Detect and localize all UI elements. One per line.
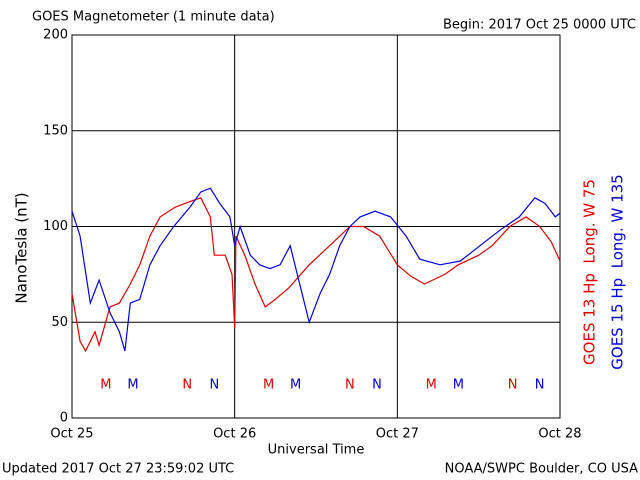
begin-label: Begin: 2017 Oct 25 0000 UTC — [443, 18, 636, 33]
y-tick-label: 200 — [43, 28, 68, 43]
time-marker: N — [345, 378, 355, 393]
time-marker: M — [426, 378, 437, 393]
x-tick-label: Oct 28 — [538, 427, 581, 442]
time-marker: N — [372, 378, 382, 393]
time-marker: M — [263, 378, 274, 393]
time-marker: M — [290, 378, 301, 393]
chart-title: GOES Magnetometer (1 minute data) — [32, 10, 275, 25]
time-marker: N — [182, 378, 192, 393]
updated-label: Updated 2017 Oct 27 23:59:02 UTC — [2, 462, 234, 477]
credit-label: NOAA/SWPC Boulder, CO USA — [445, 462, 638, 477]
legend-entry: GOES 13 Hp Long. W 75 — [581, 179, 599, 365]
y-tick-label: 150 — [43, 123, 68, 138]
x-tick-label: Oct 27 — [376, 427, 419, 442]
time-marker: N — [209, 378, 219, 393]
time-marker: M — [127, 378, 138, 393]
y-tick-label: 0 — [60, 411, 68, 426]
x-axis-label: Universal Time — [268, 443, 365, 458]
time-marker: N — [508, 378, 518, 393]
time-marker: M — [453, 378, 464, 393]
time-marker: M — [100, 378, 111, 393]
data-line — [71, 197, 561, 353]
x-tick-label: Oct 26 — [213, 427, 256, 442]
x-tick-label: Oct 25 — [50, 427, 93, 442]
legend-entry: GOES 15 Hp Long. W 135 — [609, 174, 627, 369]
y-axis-label: NanoTesla (nT) — [13, 192, 31, 303]
time-marker: N — [535, 378, 545, 393]
y-tick-label: 100 — [43, 219, 68, 234]
data-line — [71, 187, 561, 352]
y-tick-label: 50 — [51, 315, 68, 330]
